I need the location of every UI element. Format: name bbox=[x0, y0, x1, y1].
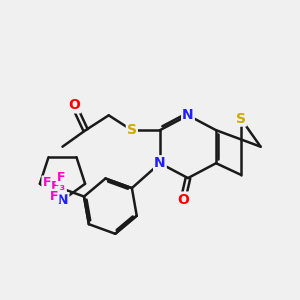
Text: F: F bbox=[43, 176, 51, 190]
Text: O: O bbox=[68, 98, 80, 112]
Text: S: S bbox=[127, 123, 137, 137]
Text: N: N bbox=[154, 156, 166, 170]
Text: F: F bbox=[57, 171, 65, 184]
Text: CF₃: CF₃ bbox=[43, 180, 66, 194]
Text: N: N bbox=[57, 193, 68, 207]
Text: O: O bbox=[177, 193, 189, 206]
Text: F: F bbox=[50, 190, 58, 203]
Text: S: S bbox=[236, 112, 246, 126]
Text: N: N bbox=[182, 108, 194, 122]
